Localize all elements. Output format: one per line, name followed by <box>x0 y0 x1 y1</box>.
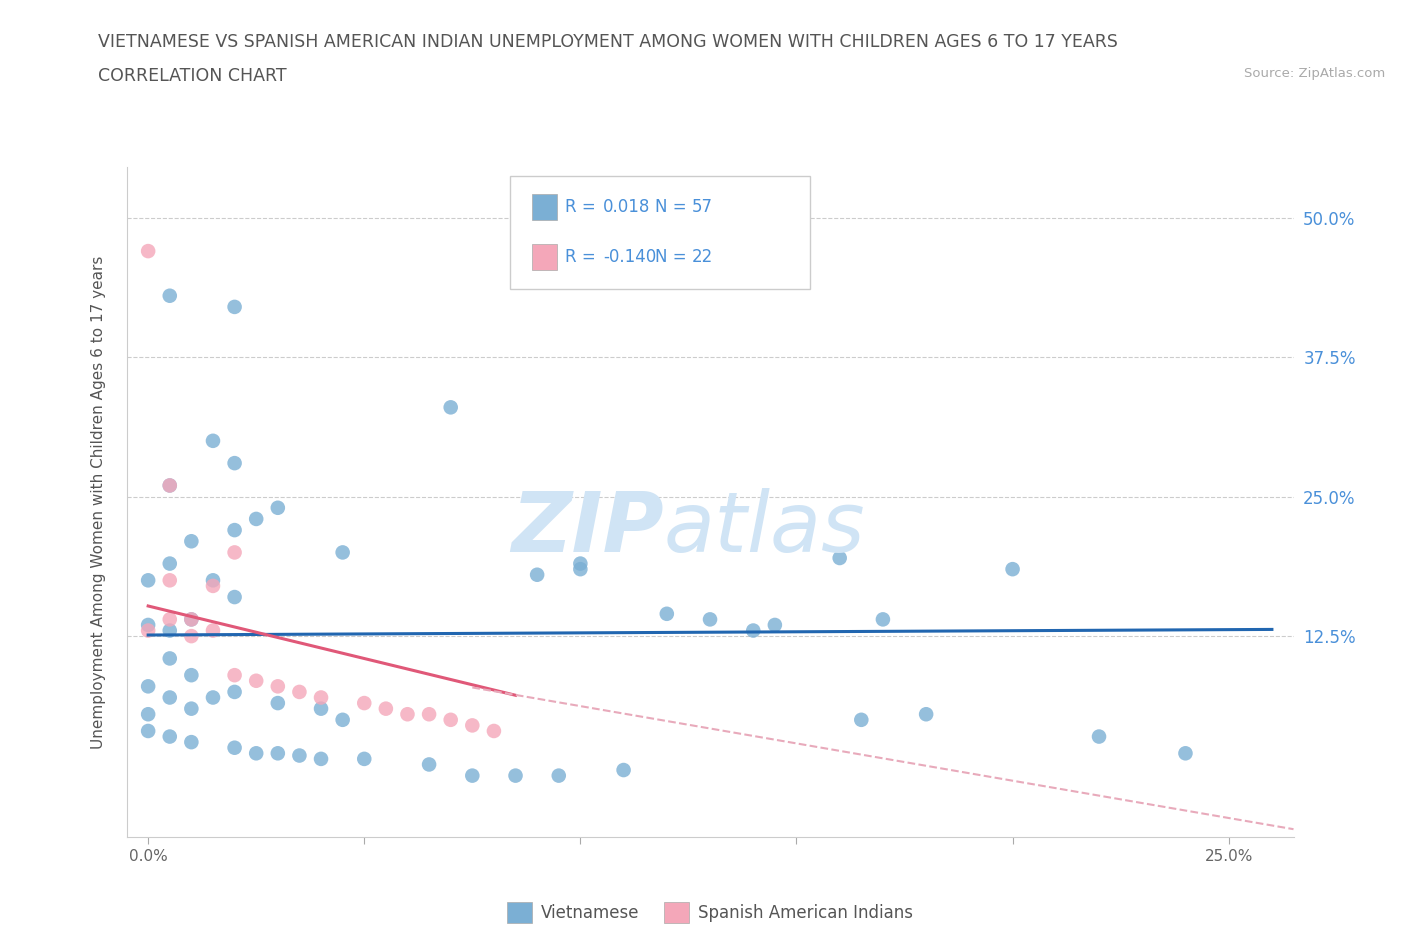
Point <box>915 707 938 722</box>
Point <box>159 288 181 303</box>
Point <box>267 746 290 761</box>
Point <box>180 612 202 627</box>
Point <box>1088 729 1111 744</box>
Point <box>699 612 721 627</box>
Point <box>353 696 375 711</box>
Point <box>569 556 592 571</box>
Point <box>159 651 181 666</box>
Text: 57: 57 <box>692 198 713 217</box>
Point <box>159 478 181 493</box>
Legend: Vietnamese, Spanish American Indians: Vietnamese, Spanish American Indians <box>501 896 920 929</box>
Point <box>828 551 851 565</box>
Point <box>180 668 202 683</box>
Point <box>547 768 569 783</box>
Text: R =: R = <box>565 198 602 217</box>
Point <box>224 523 246 538</box>
Point <box>569 562 592 577</box>
Point <box>159 573 181 588</box>
Point <box>180 629 202 644</box>
Point <box>180 735 202 750</box>
Point <box>180 612 202 627</box>
Point <box>267 696 290 711</box>
Point <box>396 707 419 722</box>
Y-axis label: Unemployment Among Women with Children Ages 6 to 17 years: Unemployment Among Women with Children A… <box>91 256 105 749</box>
Point <box>613 763 636 777</box>
Point <box>224 668 246 683</box>
Point <box>180 701 202 716</box>
Text: R =: R = <box>565 248 602 266</box>
Point <box>288 748 311 763</box>
Point <box>136 707 159 722</box>
Point <box>332 712 354 727</box>
Point <box>418 757 440 772</box>
Point <box>309 751 332 766</box>
Point <box>309 690 332 705</box>
Point <box>224 299 246 314</box>
Point <box>159 556 181 571</box>
Point <box>159 478 181 493</box>
Point <box>201 573 224 588</box>
Point <box>180 534 202 549</box>
Point <box>245 512 267 526</box>
Point <box>309 701 332 716</box>
Point <box>224 545 246 560</box>
Text: N =: N = <box>655 248 692 266</box>
Point <box>136 679 159 694</box>
Text: CORRELATION CHART: CORRELATION CHART <box>98 67 287 85</box>
Point <box>332 545 354 560</box>
Point <box>1174 746 1197 761</box>
Point <box>159 623 181 638</box>
Point <box>353 751 375 766</box>
Point <box>224 740 246 755</box>
Text: -0.140: -0.140 <box>603 248 657 266</box>
Point <box>245 746 267 761</box>
Point <box>505 768 527 783</box>
Point <box>136 724 159 738</box>
Text: Source: ZipAtlas.com: Source: ZipAtlas.com <box>1244 67 1385 80</box>
Point <box>159 612 181 627</box>
Point <box>374 701 396 716</box>
Point <box>763 618 786 632</box>
Point <box>224 456 246 471</box>
Text: N =: N = <box>655 198 692 217</box>
Point <box>159 690 181 705</box>
Point <box>201 578 224 593</box>
Point <box>136 618 159 632</box>
Text: 22: 22 <box>692 248 713 266</box>
Point <box>245 673 267 688</box>
Point <box>655 606 678 621</box>
Point <box>461 718 484 733</box>
Point <box>224 590 246 604</box>
Point <box>136 623 159 638</box>
Point <box>136 244 159 259</box>
Point <box>201 623 224 638</box>
Point <box>872 612 894 627</box>
Text: ZIP: ZIP <box>510 488 664 569</box>
Text: atlas: atlas <box>664 488 865 569</box>
Point <box>201 690 224 705</box>
Point <box>526 567 548 582</box>
Point <box>418 707 440 722</box>
Point <box>742 623 765 638</box>
Point <box>482 724 505 738</box>
Point <box>201 433 224 448</box>
Point <box>440 400 463 415</box>
Point <box>136 573 159 588</box>
Text: 0.018: 0.018 <box>603 198 651 217</box>
Point <box>461 768 484 783</box>
Text: VIETNAMESE VS SPANISH AMERICAN INDIAN UNEMPLOYMENT AMONG WOMEN WITH CHILDREN AGE: VIETNAMESE VS SPANISH AMERICAN INDIAN UN… <box>98 33 1118 50</box>
Point <box>851 712 873 727</box>
Point <box>1001 562 1024 577</box>
Point <box>440 712 463 727</box>
Point <box>224 684 246 699</box>
Point <box>267 679 290 694</box>
Point <box>159 729 181 744</box>
Point <box>288 684 311 699</box>
Point <box>267 500 290 515</box>
